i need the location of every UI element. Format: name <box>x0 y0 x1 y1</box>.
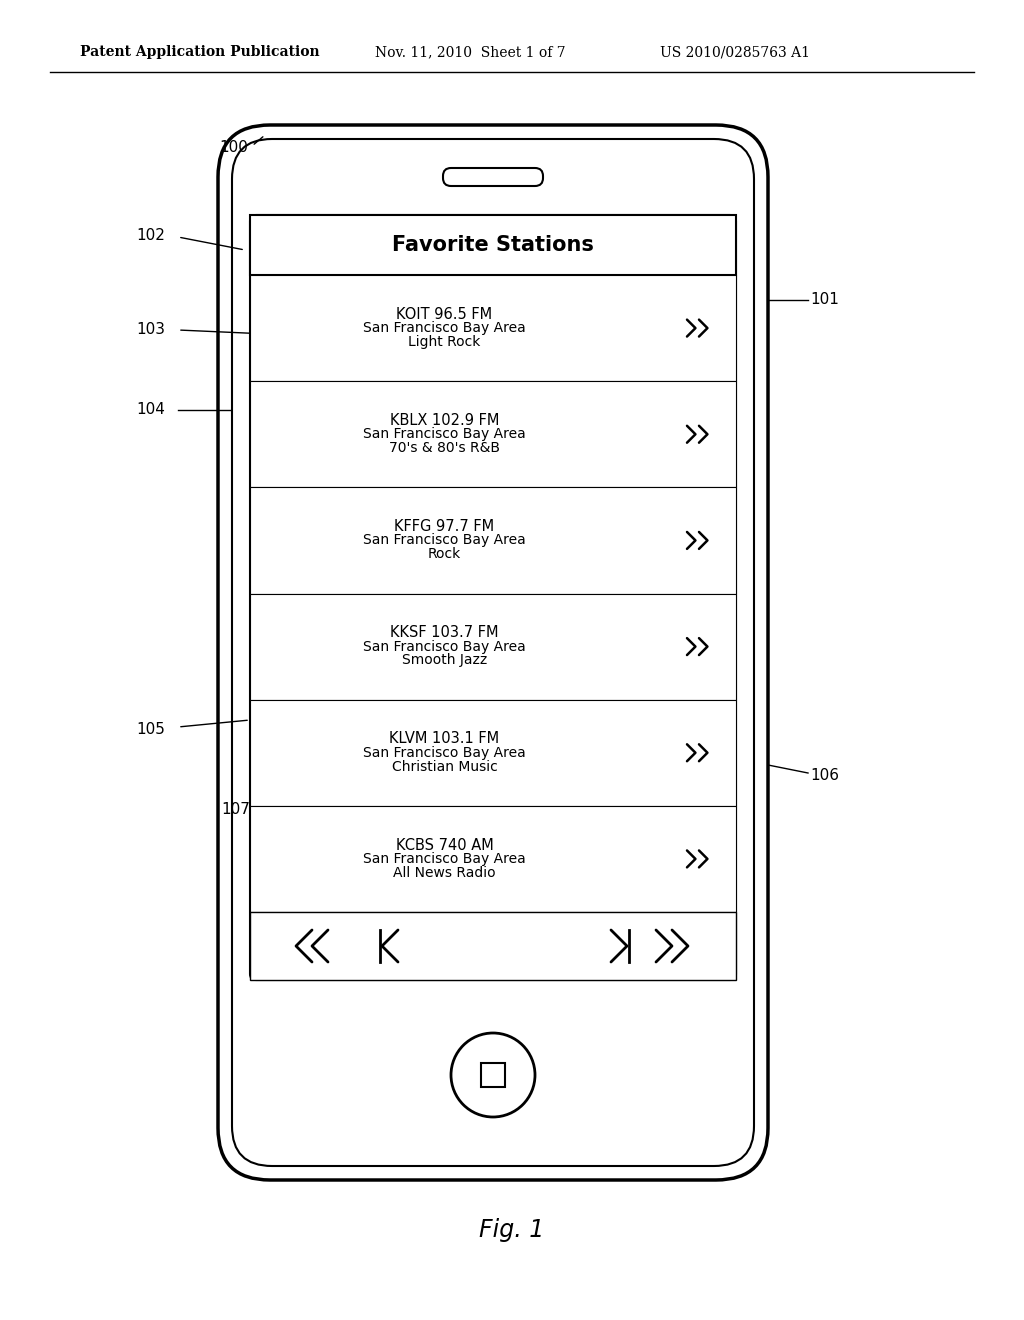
Text: Smooth Jazz: Smooth Jazz <box>401 653 487 668</box>
Text: San Francisco Bay Area: San Francisco Bay Area <box>364 321 525 335</box>
Text: KOIT 96.5 FM: KOIT 96.5 FM <box>396 306 493 322</box>
Text: 70's & 80's R&B: 70's & 80's R&B <box>389 441 500 455</box>
Circle shape <box>451 1034 535 1117</box>
Text: 103: 103 <box>136 322 165 338</box>
Text: 100: 100 <box>219 140 248 156</box>
Text: Patent Application Publication: Patent Application Publication <box>80 45 319 59</box>
FancyBboxPatch shape <box>232 139 754 1166</box>
Text: Rock: Rock <box>428 548 461 561</box>
Bar <box>250 487 736 594</box>
Bar <box>250 912 736 979</box>
Bar <box>481 1063 505 1086</box>
Bar <box>250 805 736 912</box>
Bar <box>250 594 736 700</box>
Text: Nov. 11, 2010  Sheet 1 of 7: Nov. 11, 2010 Sheet 1 of 7 <box>375 45 565 59</box>
Text: KCBS 740 AM: KCBS 740 AM <box>395 838 494 853</box>
Text: 104: 104 <box>136 403 165 417</box>
Bar <box>250 275 736 381</box>
Text: KFFG 97.7 FM: KFFG 97.7 FM <box>394 519 495 535</box>
FancyBboxPatch shape <box>218 125 768 1180</box>
Text: 101: 101 <box>810 293 839 308</box>
Text: KLVM 103.1 FM: KLVM 103.1 FM <box>389 731 500 746</box>
Text: Fig. 1: Fig. 1 <box>479 1218 545 1242</box>
Text: 105: 105 <box>136 722 165 738</box>
Text: KKSF 103.7 FM: KKSF 103.7 FM <box>390 626 499 640</box>
Bar <box>250 215 736 275</box>
FancyBboxPatch shape <box>443 168 543 186</box>
FancyBboxPatch shape <box>250 215 736 979</box>
Text: San Francisco Bay Area: San Francisco Bay Area <box>364 533 525 548</box>
Bar <box>250 381 736 487</box>
Text: KBLX 102.9 FM: KBLX 102.9 FM <box>390 413 499 428</box>
Text: San Francisco Bay Area: San Francisco Bay Area <box>364 428 525 441</box>
Text: San Francisco Bay Area: San Francisco Bay Area <box>364 746 525 760</box>
Text: Light Rock: Light Rock <box>409 335 480 348</box>
Text: 102: 102 <box>136 227 165 243</box>
Text: 107: 107 <box>221 803 250 817</box>
Bar <box>250 700 736 805</box>
Text: 106: 106 <box>810 767 839 783</box>
Text: All News Radio: All News Radio <box>393 866 496 879</box>
Text: US 2010/0285763 A1: US 2010/0285763 A1 <box>660 45 810 59</box>
Text: San Francisco Bay Area: San Francisco Bay Area <box>364 851 525 866</box>
Text: Favorite Stations: Favorite Stations <box>392 235 594 255</box>
Text: San Francisco Bay Area: San Francisco Bay Area <box>364 640 525 653</box>
Text: Christian Music: Christian Music <box>391 759 498 774</box>
